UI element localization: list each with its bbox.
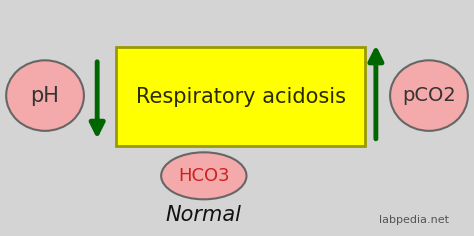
Ellipse shape — [6, 60, 84, 131]
Ellipse shape — [161, 152, 246, 199]
Text: Respiratory acidosis: Respiratory acidosis — [136, 87, 346, 107]
Text: pH: pH — [31, 86, 59, 105]
Text: Normal: Normal — [166, 205, 242, 225]
Text: HCO3: HCO3 — [178, 167, 229, 185]
Ellipse shape — [390, 60, 468, 131]
Text: pCO2: pCO2 — [402, 86, 456, 105]
Text: labpedia.net: labpedia.net — [379, 215, 449, 225]
FancyBboxPatch shape — [116, 47, 365, 146]
